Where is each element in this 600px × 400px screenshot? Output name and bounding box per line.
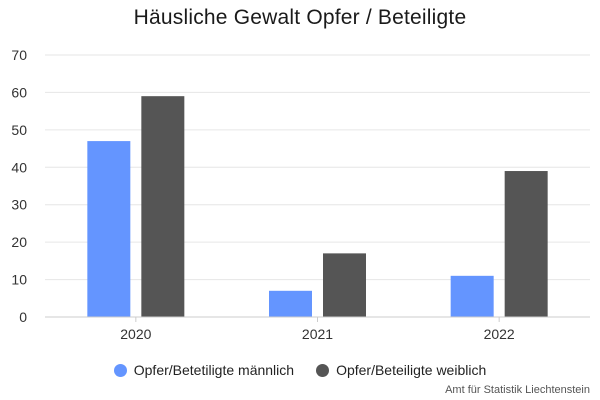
legend-item-female[interactable]: Opfer/Beteiligte weiblich [316, 362, 486, 378]
bar-2022-female[interactable] [504, 171, 548, 317]
bar-2021-female[interactable] [323, 253, 366, 317]
bar-2020-female[interactable] [141, 96, 185, 318]
y-tick-label: 20 [11, 234, 27, 250]
bars [87, 96, 548, 318]
y-axis: 0 10 20 30 40 50 60 70 [11, 47, 27, 325]
bar-2022-male[interactable] [450, 275, 494, 317]
chart-title: Häusliche Gewalt Opfer / Beteiligte [133, 6, 467, 29]
gridlines [45, 54, 590, 281]
bar-2021-male[interactable] [269, 290, 312, 317]
x-tick-label: 2022 [484, 326, 515, 342]
bar-2020-male[interactable] [87, 141, 131, 317]
y-tick-label: 70 [11, 47, 27, 63]
y-tick-label: 10 [11, 272, 27, 288]
y-tick-label: 50 [11, 122, 27, 138]
y-tick-label: 30 [11, 197, 27, 213]
legend: Opfer/Betetiligte männlich Opfer/Beteili… [0, 362, 600, 378]
legend-swatch-female [316, 363, 330, 377]
legend-label-male: Opfer/Betetiligte männlich [133, 362, 295, 378]
source-credit[interactable]: Amt für Statistik Liechtenstein [445, 384, 590, 396]
legend-item-male[interactable]: Opfer/Betetiligte männlich [113, 362, 295, 378]
legend-label-female: Opfer/Beteiligte weiblich [336, 362, 487, 378]
legend-swatch-male [113, 363, 127, 377]
y-tick-label: 60 [11, 84, 27, 100]
x-tick-label: 2020 [120, 326, 151, 342]
y-tick-label: 0 [19, 309, 27, 325]
x-tick-label: 2021 [302, 326, 333, 342]
x-axis: 2020 2021 2022 [45, 316, 590, 342]
y-tick-label: 40 [11, 159, 27, 175]
